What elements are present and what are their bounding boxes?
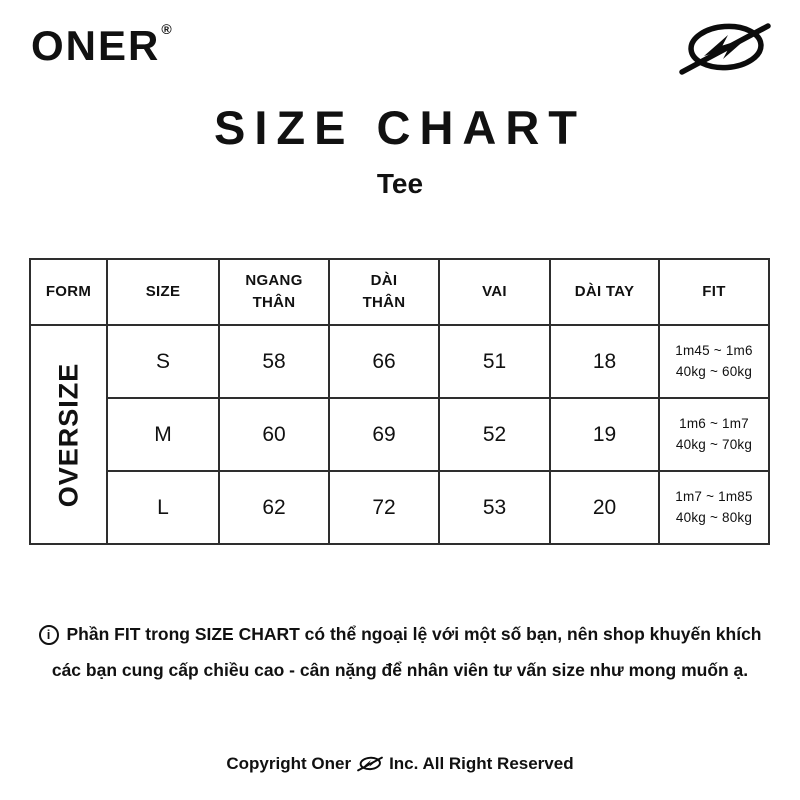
info-icon: i [38, 624, 59, 645]
cell-dai-than: 69 [328, 397, 440, 472]
cell-size: L [106, 470, 220, 545]
cell-ngang-than: 62 [218, 470, 330, 545]
table-header-row: FORM SIZE NGANG THÂN DÀI THÂN VAI DÀI TA… [29, 258, 770, 326]
copyright-suffix: Inc. All Right Reserved [389, 754, 574, 773]
column-header-form: FORM [29, 258, 108, 326]
note-line-2: các bạn cung cấp chiều cao - cân nặng để… [51, 660, 749, 680]
cell-ngang-than: 60 [218, 397, 330, 472]
brand-logo: ONER® [31, 22, 172, 67]
column-header-ngang-than: NGANG THÂN [218, 258, 330, 326]
oner-bolt-logo-icon [679, 23, 771, 75]
form-group-cell: OVERSIZE [29, 324, 108, 545]
cell-dai-tay: 19 [549, 397, 660, 472]
table-row: M 60 69 52 19 1m6 ~ 1m7 40kg ~ 70kg [30, 397, 770, 472]
cell-dai-tay: 20 [549, 470, 660, 545]
registered-trademark: ® [161, 21, 172, 37]
copyright-prefix: Copyright Oner [226, 754, 352, 773]
cell-vai: 53 [438, 470, 551, 545]
column-header-dai-than: DÀI THÂN [328, 258, 440, 326]
cell-vai: 51 [438, 324, 551, 399]
cell-fit: 1m6 ~ 1m7 40kg ~ 70kg [658, 397, 770, 472]
cell-size: S [106, 324, 220, 399]
note-text-1: Phần FIT trong SIZE CHART có thể ngoại l… [66, 624, 762, 644]
table-row: L 62 72 53 20 1m7 ~ 1m85 40kg ~ 80kg [30, 470, 770, 545]
cell-fit: 1m45 ~ 1m6 40kg ~ 60kg [658, 324, 770, 399]
copyright-line: Copyright Oner Inc. All Right Reserved [0, 754, 800, 774]
cell-vai: 52 [438, 397, 551, 472]
cell-dai-than: 66 [328, 324, 440, 399]
cell-dai-tay: 18 [549, 324, 660, 399]
note-line-1: i Phần FIT trong SIZE CHART có thể ngoại… [0, 624, 800, 645]
column-header-size: SIZE [106, 258, 220, 326]
table-row: OVERSIZE S 58 66 51 18 1m45 ~ 1m6 40kg ~… [29, 324, 770, 545]
size-chart-table: FORM SIZE NGANG THÂN DÀI THÂN VAI DÀI TA… [29, 258, 770, 545]
form-group-label: OVERSIZE [53, 362, 83, 507]
cell-size: M [106, 397, 220, 472]
page-subtitle: Tee [376, 168, 424, 199]
column-header-fit: FIT [658, 258, 770, 326]
column-header-dai-tay: DÀI TAY [549, 258, 660, 326]
oner-bolt-logo-small-icon [357, 756, 383, 772]
cell-fit: 1m7 ~ 1m85 40kg ~ 80kg [658, 470, 770, 545]
cell-dai-than: 72 [328, 470, 440, 545]
cell-ngang-than: 58 [218, 324, 330, 399]
column-header-vai: VAI [438, 258, 551, 326]
brand-logo-text: ONER [31, 22, 161, 69]
page-title: SIZE CHART [214, 101, 586, 154]
